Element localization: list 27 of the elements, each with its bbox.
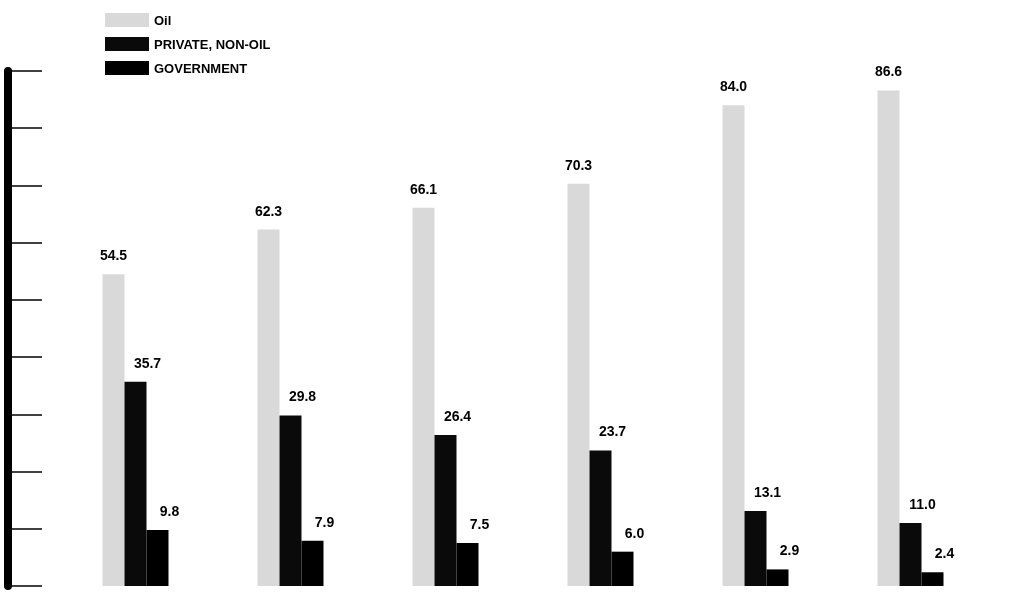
- data-label: 23.7: [598, 423, 627, 440]
- data-label: 66.1: [409, 180, 438, 197]
- data-label: 7.5: [469, 516, 490, 533]
- data-label: 35.7: [133, 354, 162, 371]
- data-label: 26.4: [443, 407, 472, 424]
- bar: [412, 207, 435, 586]
- bar: [257, 229, 280, 586]
- data-label: 62.3: [254, 202, 283, 219]
- legend-label: Oil: [154, 12, 172, 28]
- legend-label: GOVERNMENT: [154, 60, 248, 76]
- data-label: 7.9: [314, 513, 335, 530]
- bar: [722, 105, 745, 586]
- data-label: 9.8: [159, 502, 180, 519]
- bar: [567, 183, 590, 586]
- data-label: 54.5: [99, 247, 128, 264]
- bar: [877, 90, 900, 586]
- data-label: 11.0: [909, 496, 936, 513]
- data-label: 84.0: [719, 78, 748, 95]
- bar: [102, 274, 125, 586]
- data-label: 2.4: [934, 545, 955, 562]
- data-label: 13.1: [753, 484, 782, 501]
- data-label: 86.6: [874, 63, 903, 80]
- data-label: 2.9: [779, 542, 800, 559]
- legend-label: PRIVATE, NON-OIL: [154, 36, 271, 52]
- data-label: 29.8: [288, 388, 317, 405]
- data-label: 6.0: [624, 524, 645, 541]
- data-label: 70.3: [564, 156, 593, 173]
